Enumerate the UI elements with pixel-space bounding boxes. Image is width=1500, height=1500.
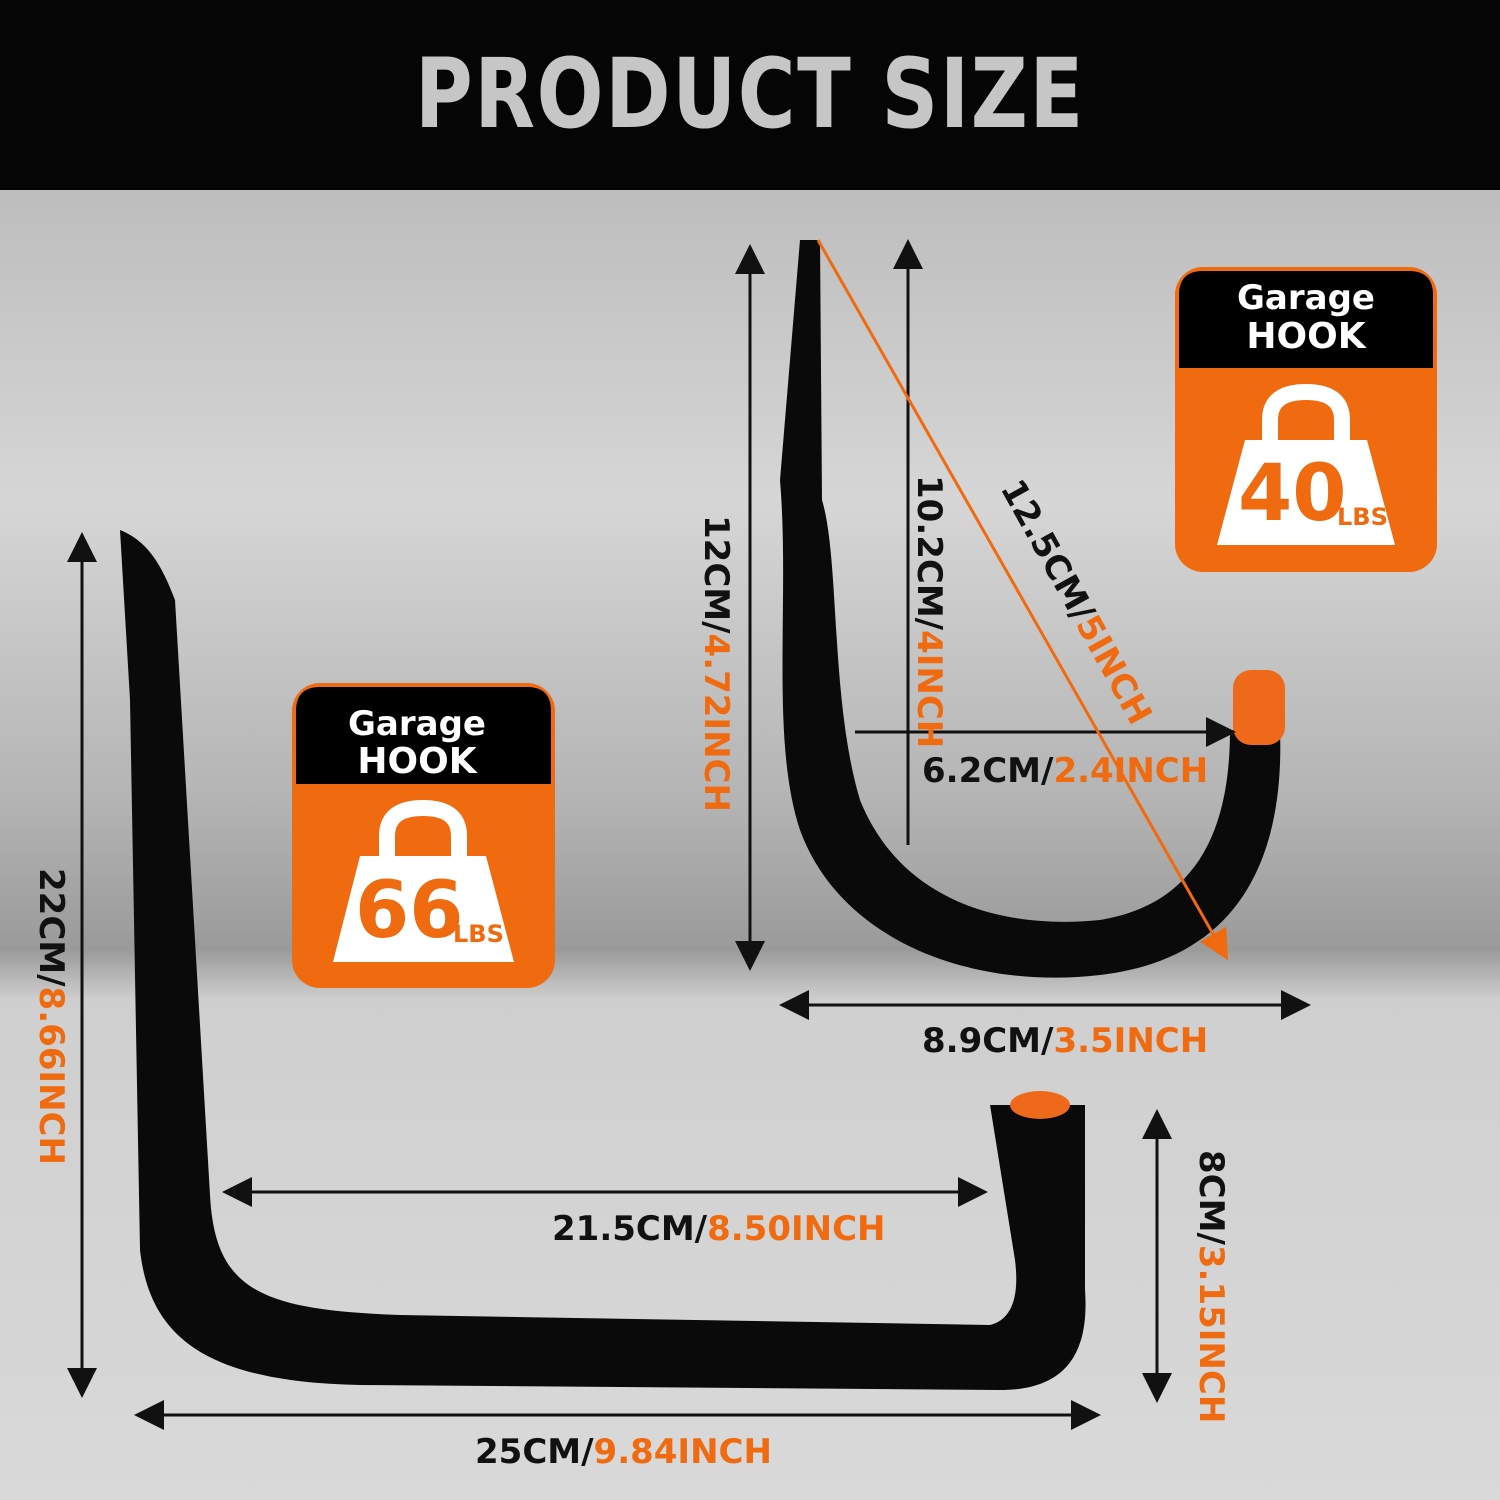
small-hook-cap — [1233, 670, 1285, 745]
svg-text:40: 40 — [1238, 449, 1347, 539]
small-hook-body — [780, 240, 1281, 978]
large-height-label: 22CM/8.66INCH — [31, 868, 71, 1165]
svg-text:Garage: Garage — [348, 704, 486, 744]
small-height-label: 12CM/4.72INCH — [696, 515, 736, 812]
inner-height-label: 10.2CM/4INCH — [909, 475, 949, 748]
svg-text:LBS: LBS — [1337, 503, 1388, 531]
small-width-label: 8.9CM/3.5INCH — [922, 1021, 1208, 1061]
dimension-lines — [67, 239, 1311, 1430]
svg-text:LBS: LBS — [453, 920, 504, 948]
large-width-label: 25CM/9.84INCH — [475, 1432, 772, 1472]
capacity-badge-40: Garage HOOK 40 LBS — [1175, 267, 1437, 572]
large-hook — [120, 530, 1086, 1390]
svg-text:66: 66 — [355, 866, 464, 956]
large-inner-width-label: 21.5CM/8.50INCH — [552, 1209, 886, 1249]
tip-height-label: 8CM/3.15INCH — [1191, 1150, 1231, 1423]
weight-icon — [1217, 383, 1395, 545]
svg-text:Garage: Garage — [1237, 278, 1375, 318]
large-hook-cap — [1010, 1091, 1070, 1119]
small-hook — [780, 240, 1285, 978]
small-inner-width-label: 6.2CM/2.4INCH — [922, 751, 1208, 791]
page-title: PRODUCT SIZE — [415, 38, 1085, 150]
svg-text:HOOK: HOOK — [357, 741, 477, 782]
capacity-badge-66: Garage HOOK 66 LBS — [292, 683, 555, 988]
weight-icon — [333, 799, 514, 962]
svg-text:HOOK: HOOK — [1246, 316, 1366, 357]
header-bar — [0, 0, 1500, 190]
large-hook-body — [120, 530, 1086, 1390]
